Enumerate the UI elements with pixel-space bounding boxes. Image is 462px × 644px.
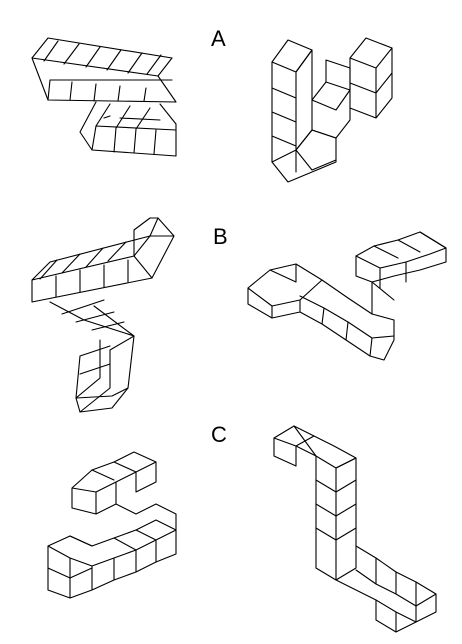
row-label-b: B xyxy=(213,224,228,249)
shape-b-left xyxy=(31,217,175,413)
row-label-c: C xyxy=(211,422,227,447)
shape-c-right xyxy=(273,425,437,633)
row-label-a: A xyxy=(211,26,226,51)
shape-b-right xyxy=(247,231,447,361)
shape-a-left xyxy=(31,37,177,157)
shape-a-right xyxy=(271,37,393,183)
shape-c-left xyxy=(47,451,177,599)
